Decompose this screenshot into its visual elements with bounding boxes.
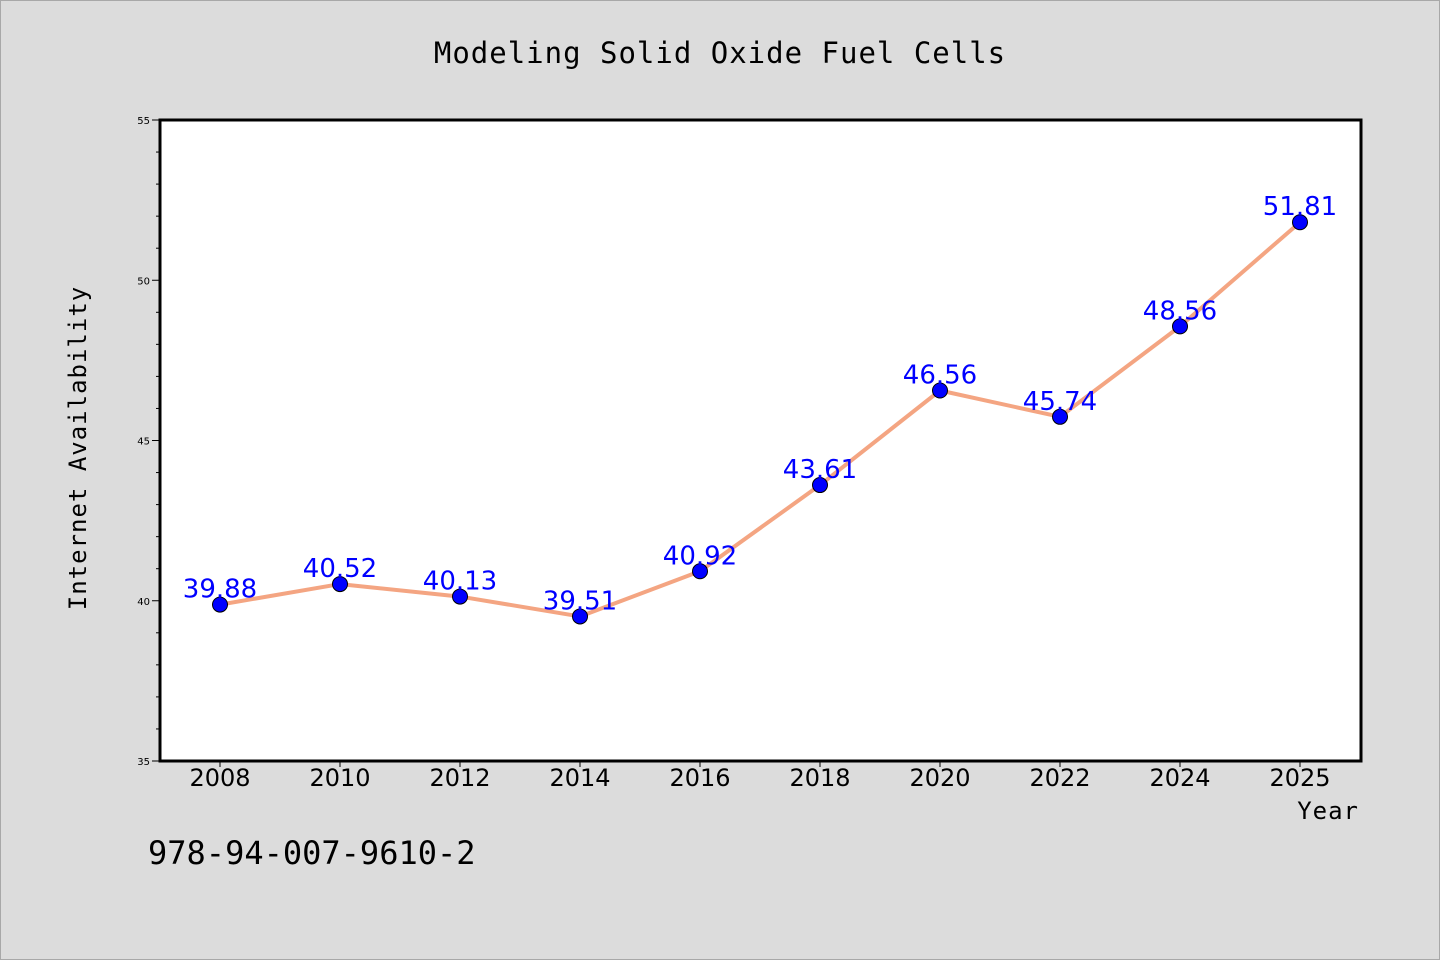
data-point-marker bbox=[572, 608, 588, 625]
data-labels: 39.88 40.52 40.13 39.51 40.92 43.61 46.56 45.74… bbox=[183, 192, 1337, 616]
data-point-marker bbox=[1052, 408, 1068, 425]
data-label: 45.74 bbox=[1023, 387, 1097, 417]
x-tick-label: 2014 bbox=[549, 764, 610, 792]
data-point-marker bbox=[812, 477, 828, 494]
series-line bbox=[218, 220, 1302, 619]
y-tick-label: 50 bbox=[137, 276, 150, 287]
data-point-marker bbox=[212, 596, 228, 613]
y-tick-label: 55 bbox=[137, 116, 150, 127]
data-label: 40.13 bbox=[423, 567, 497, 597]
data-label: 40.92 bbox=[663, 541, 737, 571]
x-tick-label: 2008 bbox=[189, 764, 250, 792]
x-tick-label: 2010 bbox=[309, 764, 370, 792]
y-axis-title: Internet Availability bbox=[64, 286, 92, 610]
x-tick-label: 2020 bbox=[909, 764, 970, 792]
y-tick-label: 35 bbox=[137, 757, 150, 768]
plot-area bbox=[160, 120, 1361, 761]
x-axis-title: Year bbox=[1297, 797, 1359, 825]
x-tick-label: 2018 bbox=[789, 764, 850, 792]
x-tick-label: 2024 bbox=[1149, 764, 1210, 792]
y-tick-label: 45 bbox=[137, 437, 150, 448]
data-label: 39.88 bbox=[183, 575, 257, 605]
data-label: 40.52 bbox=[303, 554, 377, 584]
x-axis-ticks: 2008 2010 2012 2014 2016 2018 2020 2022 2024 2025 bbox=[189, 761, 1331, 792]
data-label: 43.61 bbox=[783, 455, 857, 485]
isbn-annotation: 978-94-007-9610-2 bbox=[148, 834, 476, 872]
data-point-marker bbox=[1292, 214, 1308, 231]
y-axis-ticks: 35 40 45 50 55 bbox=[137, 116, 160, 768]
x-tick-label: 2025 bbox=[1269, 764, 1330, 792]
data-label: 39.51 bbox=[543, 586, 617, 616]
data-point-marker bbox=[332, 576, 348, 593]
data-label: 51.81 bbox=[1263, 192, 1337, 222]
y-tick-label: 40 bbox=[137, 597, 150, 608]
x-tick-label: 2012 bbox=[429, 764, 490, 792]
data-point-marker bbox=[692, 563, 708, 580]
x-tick-label: 2022 bbox=[1029, 764, 1090, 792]
plot-border bbox=[158, 118, 1363, 763]
x-tick-label: 2016 bbox=[669, 764, 730, 792]
data-label: 48.56 bbox=[1143, 296, 1217, 326]
data-point-marker bbox=[452, 588, 468, 605]
data-label: 46.56 bbox=[903, 361, 977, 391]
data-point-marker bbox=[932, 382, 948, 399]
data-markers bbox=[212, 214, 1308, 625]
chart-title: Modeling Solid Oxide Fuel Cells bbox=[434, 36, 1006, 70]
data-point-marker bbox=[1172, 318, 1188, 335]
